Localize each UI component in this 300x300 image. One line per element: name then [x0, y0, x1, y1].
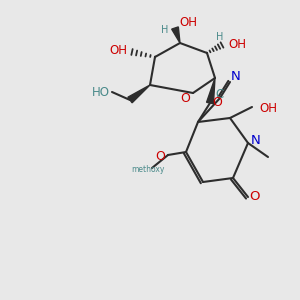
Text: OH: OH: [109, 44, 127, 56]
Text: O: O: [155, 151, 165, 164]
Polygon shape: [207, 78, 215, 104]
Polygon shape: [172, 27, 180, 43]
Text: OH: OH: [179, 16, 197, 29]
Polygon shape: [128, 85, 150, 103]
Text: HO: HO: [92, 86, 110, 100]
Text: O: O: [250, 190, 260, 202]
Text: OH: OH: [259, 101, 277, 115]
Text: C: C: [215, 88, 223, 101]
Text: OH: OH: [228, 38, 246, 52]
Text: methoxy: methoxy: [131, 166, 165, 175]
Text: H: H: [216, 32, 224, 42]
Text: N: N: [251, 134, 261, 146]
Text: O: O: [180, 92, 190, 104]
Text: O: O: [212, 95, 222, 109]
Text: N: N: [231, 70, 241, 83]
Text: H: H: [161, 25, 169, 35]
